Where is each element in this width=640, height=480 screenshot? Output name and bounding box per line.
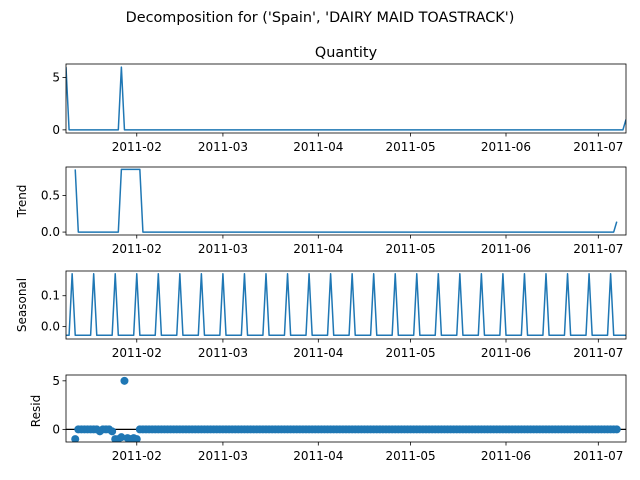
quantity-ytick-label: 0 <box>52 123 60 137</box>
trend-ytick-label: 0.0 <box>41 225 60 239</box>
seasonal-series-line <box>66 273 626 337</box>
trend-xtick-label: 2011-07 <box>573 242 623 256</box>
trend-xtick-label: 2011-05 <box>386 242 436 256</box>
trend-xtick-label: 2011-06 <box>481 242 531 256</box>
resid-axes-frame <box>65 374 627 443</box>
figure-suptitle: Decomposition for ('Spain', 'DAIRY MAID … <box>126 10 515 26</box>
resid-ylabel: Resid <box>29 395 43 427</box>
resid-point <box>108 427 117 436</box>
quantity-panel-title: Quantity <box>315 45 378 61</box>
resid-point <box>612 425 621 434</box>
resid-ytick-label: 0 <box>52 422 60 436</box>
resid-point <box>120 376 129 385</box>
quantity-plot-area <box>66 66 626 131</box>
quantity-ytick-label: 5 <box>52 71 60 85</box>
trend-xtick-label: 2011-03 <box>198 242 248 256</box>
quantity-series-line <box>66 66 626 131</box>
seasonal-plot-area <box>66 273 626 337</box>
resid-xtick-label: 2011-06 <box>481 449 531 463</box>
seasonal-panel: Seasonal 0.0 0.1 2011-02 2011-03 2011-04 2011… <box>15 270 627 360</box>
quantity-panel: Quantity 0 5 2011-02 2011-03 2011-04 2011-05 2… <box>52 45 627 154</box>
seasonal-xtick-label: 2011-06 <box>481 346 531 360</box>
resid-xtick-label: 2011-03 <box>198 449 248 463</box>
quantity-xtick-label: 2011-03 <box>198 140 248 154</box>
seasonal-xtick-label: 2011-05 <box>386 346 436 360</box>
seasonal-xtick-label: 2011-02 <box>112 346 162 360</box>
trend-panel: Trend 0.0 0.5 2011-02 2011-03 2011-04 2011-05… <box>15 166 627 256</box>
trend-axes-frame <box>65 166 627 236</box>
seasonal-ytick-label: 0.1 <box>41 289 60 303</box>
resid-xtick-label: 2011-04 <box>293 449 343 463</box>
resid-xtick-label: 2011-07 <box>573 449 623 463</box>
resid-ytick-label: 5 <box>52 374 60 388</box>
seasonal-xtick-label: 2011-04 <box>293 346 343 360</box>
seasonal-axes-frame <box>65 270 627 340</box>
quantity-xtick-label: 2011-04 <box>293 140 343 154</box>
trend-xtick-label: 2011-04 <box>293 242 343 256</box>
resid-point <box>117 433 126 442</box>
trend-plot-area <box>74 168 618 233</box>
trend-ytick-label: 0.5 <box>41 189 60 203</box>
trend-series-line <box>74 168 618 233</box>
resid-xtick-label: 2011-02 <box>112 449 162 463</box>
resid-xtick-label: 2011-05 <box>386 449 436 463</box>
trend-ylabel: Trend <box>15 185 29 219</box>
seasonal-ytick-label: 0.0 <box>41 320 60 334</box>
resid-point <box>132 435 141 442</box>
resid-panel: Resid 0 5 2011-02 2011-03 2011-04 2011-05 2011… <box>29 374 627 463</box>
quantity-xtick-label: 2011-05 <box>386 140 436 154</box>
quantity-xtick-label: 2011-07 <box>573 140 623 154</box>
resid-point <box>71 435 80 442</box>
seasonal-ylabel: Seasonal <box>15 278 29 332</box>
quantity-xtick-label: 2011-06 <box>481 140 531 154</box>
trend-xtick-label: 2011-02 <box>112 242 162 256</box>
quantity-axes-frame <box>65 63 627 134</box>
seasonal-xtick-label: 2011-03 <box>198 346 248 360</box>
quantity-xtick-label: 2011-02 <box>112 140 162 154</box>
resid-plot-area <box>66 376 626 442</box>
seasonal-xtick-label: 2011-07 <box>573 346 623 360</box>
